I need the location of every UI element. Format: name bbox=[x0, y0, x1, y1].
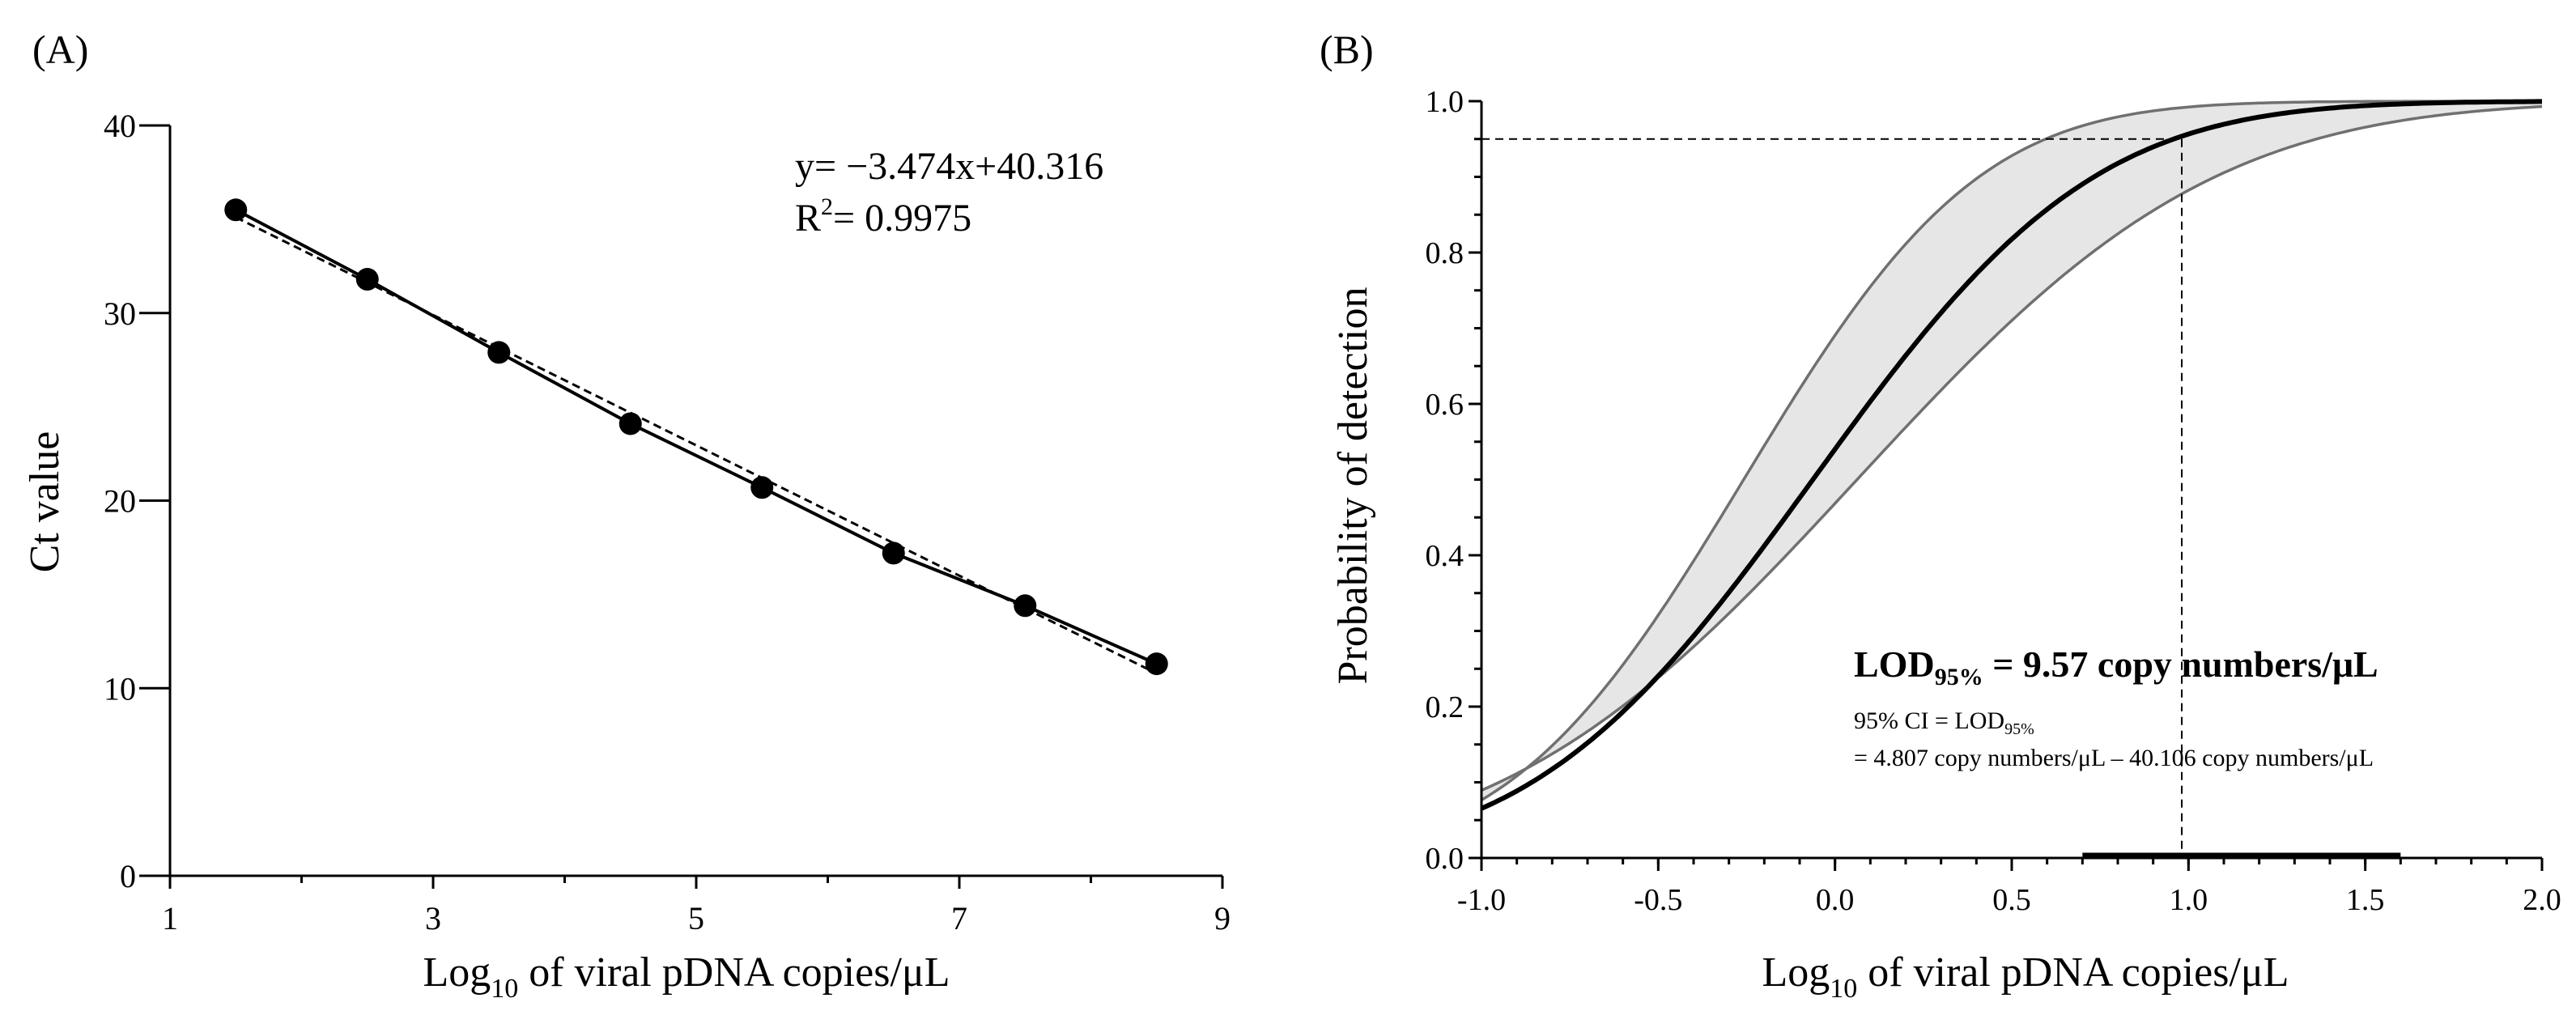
x-tick-label: 0.5 bbox=[1992, 883, 2031, 917]
panel-b-curves bbox=[1480, 99, 2543, 811]
x-tick-label: 2.0 bbox=[2523, 883, 2561, 917]
panel-b-x-ticks: -1.0 -0.5 0.0 0.5 1.0 1.5 2.0 bbox=[1457, 858, 2561, 917]
x-tick-label: 1 bbox=[162, 900, 178, 936]
data-point bbox=[1145, 652, 1168, 676]
y-tick-label: 0.0 bbox=[1426, 842, 1464, 876]
x-label-prefix: Log bbox=[423, 949, 491, 996]
panel-a-x-ticks: 1 3 5 7 9 bbox=[162, 876, 1231, 936]
x-tick-label: -0.5 bbox=[1634, 883, 1682, 917]
panel-a-axes bbox=[168, 125, 1222, 877]
lod-title-suffix: = 9.57 copy numbers/μL bbox=[1983, 643, 2378, 685]
y-tick-label: 0 bbox=[120, 858, 136, 894]
data-point bbox=[224, 198, 248, 222]
lod-title-prefix: LOD bbox=[1854, 643, 1935, 685]
panel-a-y-ticks: 0 10 20 30 40 bbox=[104, 108, 170, 894]
x-tick-label: 1.5 bbox=[2346, 883, 2385, 917]
y-tick-label: 30 bbox=[104, 295, 136, 332]
panel-a: (A) 1 3 5 7 9 0 10 20 30 40 y= −3.474x+40.316 R2… bbox=[22, 27, 1231, 1004]
x-tick-label: -1.0 bbox=[1457, 883, 1506, 917]
panel-a-label: (A) bbox=[32, 27, 88, 72]
panel-b-y-ticks: 0.0 0.2 0.4 0.6 0.8 1.0 bbox=[1426, 85, 1481, 876]
panel-a-r-squared: R2= 0.9975 bbox=[795, 193, 971, 240]
data-point bbox=[355, 268, 379, 291]
probit-curve bbox=[1480, 99, 2542, 811]
data-point bbox=[882, 541, 905, 565]
x-tick-label: 9 bbox=[1214, 900, 1231, 936]
y-tick-label: 0.4 bbox=[1426, 539, 1464, 573]
data-point bbox=[1014, 594, 1037, 618]
data-point bbox=[618, 412, 642, 435]
ci-line-1-prefix: 95% CI = LOD bbox=[1854, 707, 2004, 734]
lod-title: LOD95% = 9.57 copy numbers/μL bbox=[1854, 643, 2378, 690]
x-tick-label: 0.0 bbox=[1816, 883, 1855, 917]
x-tick-label: 3 bbox=[425, 900, 441, 936]
y-tick-label: 0.2 bbox=[1426, 690, 1464, 724]
data-point bbox=[750, 476, 774, 499]
x-tick-label: 1.0 bbox=[2170, 883, 2208, 917]
ci-line-2: = 4.807 copy numbers/μL – 40.106 copy nu… bbox=[1854, 745, 2374, 771]
panel-a-points bbox=[224, 198, 1168, 676]
r2-superscript: 2 bbox=[821, 193, 833, 220]
lod-title-subscript: 95% bbox=[1935, 664, 1983, 690]
regression-line bbox=[235, 216, 1158, 675]
x-label-suffix: of viral pDNA copies/μL bbox=[518, 949, 950, 996]
y-tick-label: 0.6 bbox=[1426, 388, 1464, 422]
panel-a-lines bbox=[235, 208, 1158, 675]
ci-upper-curve bbox=[1481, 100, 2542, 801]
r2-prefix: R bbox=[795, 197, 821, 240]
panel-b-guides bbox=[1481, 138, 2401, 859]
x-tick-label: 5 bbox=[688, 900, 704, 936]
x-label-suffix: of viral pDNA copies/μL bbox=[1857, 949, 2289, 996]
panel-a-x-label: Log10 of viral pDNA copies/μL bbox=[423, 949, 950, 1004]
panel-b-label: (B) bbox=[1320, 27, 1374, 72]
panel-b-x-label: Log10 of viral pDNA copies/μL bbox=[1762, 949, 2289, 1004]
y-tick-label: 1.0 bbox=[1426, 85, 1464, 119]
panel-a-y-label: Ct value bbox=[22, 431, 68, 573]
y-tick-label: 40 bbox=[104, 108, 136, 144]
y-tick-label: 20 bbox=[104, 483, 136, 520]
x-label-subscript: 10 bbox=[1830, 974, 1857, 1004]
panel-a-equation: y= −3.474x+40.316 bbox=[795, 145, 1103, 188]
ci-line-1: 95% CI = LOD95% bbox=[1854, 707, 2034, 738]
panel-b: (B) -1.0 -0.5 0.0 0.5 1.0 1.5 2.0 0.0 0.2 0.4 0.6… bbox=[1320, 27, 2561, 1004]
r2-suffix: = 0.9975 bbox=[833, 197, 971, 240]
y-tick-label: 0.8 bbox=[1426, 236, 1464, 270]
ci-line-1-subscript: 95% bbox=[2004, 720, 2034, 738]
data-point bbox=[487, 341, 511, 364]
x-label-subscript: 10 bbox=[491, 974, 518, 1004]
panel-b-y-label: Probability of detection bbox=[1330, 287, 1376, 684]
x-label-prefix: Log bbox=[1762, 949, 1830, 996]
x-tick-label: 7 bbox=[951, 900, 967, 936]
y-tick-label: 10 bbox=[104, 670, 136, 707]
